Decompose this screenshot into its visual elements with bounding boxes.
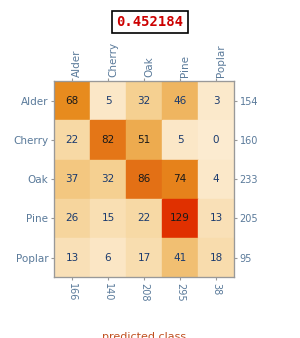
Text: 32: 32	[101, 174, 115, 184]
Bar	[162, 120, 198, 160]
Text: 15: 15	[101, 213, 115, 223]
Text: 22: 22	[65, 135, 79, 145]
Text: 82: 82	[101, 135, 115, 145]
Bar	[90, 199, 126, 238]
Bar	[54, 199, 90, 238]
Bar	[54, 120, 90, 160]
X-axis label: predicted class: predicted class	[102, 332, 186, 338]
Bar	[126, 81, 162, 120]
Text: 74: 74	[173, 174, 187, 184]
Bar	[54, 238, 90, 277]
Text: 5: 5	[105, 96, 111, 106]
Text: 32: 32	[137, 96, 151, 106]
Bar	[198, 199, 234, 238]
Bar	[126, 120, 162, 160]
Text: 26: 26	[65, 213, 79, 223]
Text: 51: 51	[137, 135, 151, 145]
Bar	[54, 81, 90, 120]
Bar	[54, 160, 90, 199]
Text: 129: 129	[170, 213, 190, 223]
Text: 5: 5	[177, 135, 183, 145]
Text: 46: 46	[173, 96, 187, 106]
Bar	[162, 160, 198, 199]
Text: 17: 17	[137, 252, 151, 263]
Bar	[126, 199, 162, 238]
Text: 86: 86	[137, 174, 151, 184]
Bar	[90, 238, 126, 277]
Bar	[162, 81, 198, 120]
Text: 18: 18	[209, 252, 223, 263]
Bar	[198, 160, 234, 199]
Text: 6: 6	[105, 252, 111, 263]
Text: 41: 41	[173, 252, 187, 263]
Text: 13: 13	[209, 213, 223, 223]
Text: 0: 0	[213, 135, 219, 145]
Text: 4: 4	[213, 174, 219, 184]
Bar	[90, 81, 126, 120]
Text: 68: 68	[65, 96, 79, 106]
Text: 37: 37	[65, 174, 79, 184]
Bar	[162, 199, 198, 238]
Bar	[126, 238, 162, 277]
Text: 3: 3	[213, 96, 219, 106]
Bar	[198, 238, 234, 277]
Bar	[90, 160, 126, 199]
Bar	[90, 120, 126, 160]
Text: 0.452184: 0.452184	[116, 15, 184, 29]
Text: 22: 22	[137, 213, 151, 223]
Text: 13: 13	[65, 252, 79, 263]
Bar	[198, 81, 234, 120]
Bar	[198, 120, 234, 160]
Bar	[126, 160, 162, 199]
Bar	[162, 238, 198, 277]
